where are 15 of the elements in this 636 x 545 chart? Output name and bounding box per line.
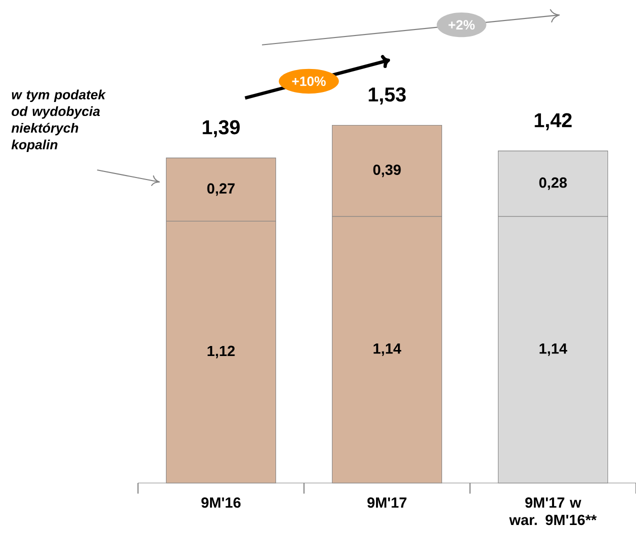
data-label: 0,28	[539, 177, 567, 190]
x-tick-label: 9M'17	[367, 497, 406, 508]
data-label: 1,12	[208, 346, 235, 358]
x-tick-label: 9M'17 w war. 9M'16**	[509, 497, 597, 526]
data-label: 1,14	[374, 344, 402, 356]
total-label: 1,39	[202, 120, 240, 138]
data-label: 1,14	[540, 344, 568, 356]
data-label: 0,39	[373, 164, 401, 178]
text: +2%	[448, 20, 475, 30]
x-tick-label: 9M'16	[201, 497, 241, 508]
text: w tym podatek od wydobycia niektórych kopalin	[12, 90, 106, 152]
total-label: 1,53	[368, 87, 406, 104]
data-label: 0,27	[207, 183, 235, 196]
total-label: 1,42	[534, 113, 572, 130]
text: +10%	[292, 76, 326, 86]
